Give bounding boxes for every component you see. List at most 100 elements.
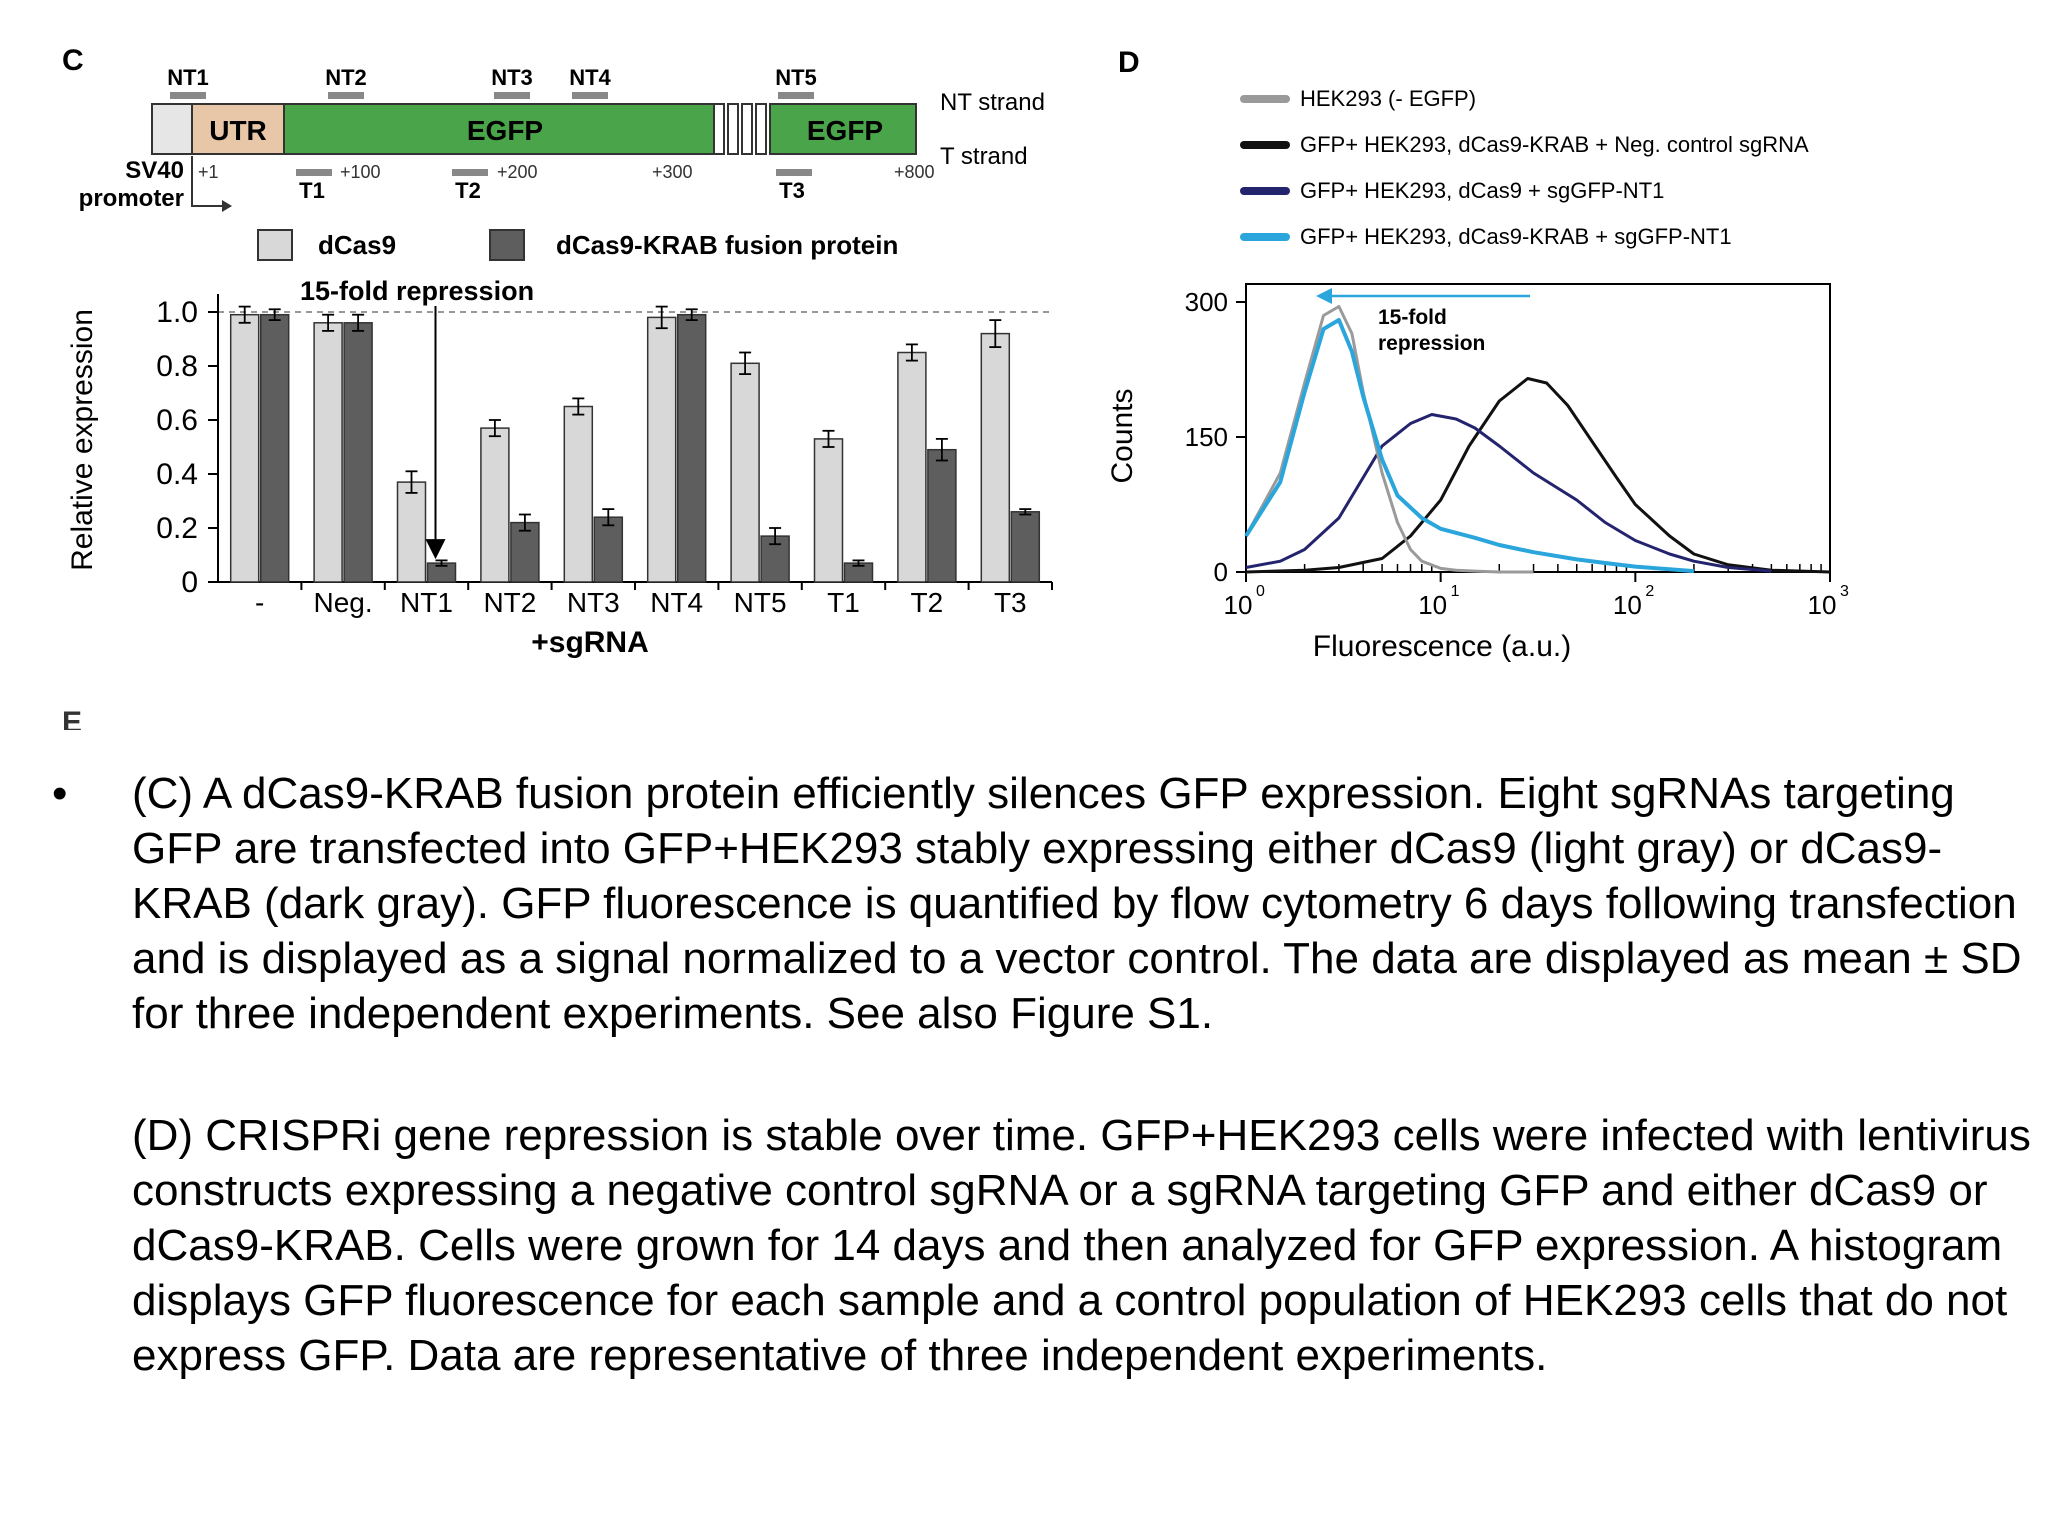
egfp-block-2 (769, 103, 917, 155)
bar-y-tick-label: 0.8 (156, 350, 198, 383)
nt2-mark (328, 92, 364, 99)
bar-y-tick-label: 0.2 (156, 512, 198, 545)
hist-x-tick-exponent: 2 (1645, 583, 1654, 600)
bar (730, 362, 760, 583)
histogram-legend: HEK293 (- EGFP) GFP+ HEK293, dCas9-KRAB +… (1240, 86, 1809, 249)
legend-entry: GFP+ HEK293, dCas9 + sgGFP-NT1 (1300, 178, 1664, 203)
sequence-break (713, 103, 767, 155)
t2-mark (452, 169, 488, 176)
nt3-label: NT3 (491, 65, 533, 90)
pos-label: +1 (198, 162, 219, 182)
figure-panels: C NT1 NT2 NT3 NT4 NT5 UTR EGFP EGFP NT (62, 44, 1849, 730)
histogram-series-line (1244, 318, 1695, 574)
bar-x-tick-label: Neg. (314, 587, 373, 618)
hist-x-tick-exponent: 3 (1840, 583, 1849, 600)
promoter-arrow-icon (191, 156, 222, 207)
nt1-label: NT1 (167, 65, 209, 90)
hist-x-tick-label: 10 (1224, 590, 1253, 620)
t1-mark (296, 169, 332, 176)
bar (1010, 511, 1041, 583)
egfp-label-1: EGFP (467, 115, 543, 146)
bar-x-tick-label: NT5 (734, 587, 787, 618)
utr-label: UTR (209, 115, 267, 146)
egfp-label-2: EGFP (807, 115, 883, 146)
histogram-series-line (1245, 377, 1831, 574)
hist-ylabel: Counts (1106, 388, 1139, 483)
bar (813, 438, 844, 583)
hist-y-tick-label: 150 (1185, 422, 1228, 452)
pos-label: +300 (652, 162, 693, 182)
legend-swatch-light (257, 229, 293, 261)
legend-entry: GFP+ HEK293, dCas9-KRAB + Neg. control s… (1300, 132, 1809, 157)
bar (980, 332, 1011, 583)
caption-paragraph-d: (D) CRISPRi gene repression is stable ov… (132, 1111, 2031, 1380)
sv40-label: SV40 (125, 157, 184, 184)
histogram-frame (1245, 283, 1831, 573)
nt5-mark (778, 92, 814, 99)
t1-label: T1 (299, 178, 325, 203)
hist-annotation-line1: 15-fold (1378, 306, 1447, 329)
bar (563, 405, 594, 583)
bar (343, 322, 373, 583)
promoter-label: promoter (79, 185, 184, 212)
nt3-mark (494, 92, 530, 99)
utr-block (191, 103, 285, 155)
bar (396, 481, 427, 583)
bar (259, 313, 290, 583)
promoter-block (151, 103, 193, 155)
bar-chart: Relative expression +sgRNA 15-fold repre… (66, 276, 1053, 659)
bar (927, 448, 957, 583)
caption-paragraph-c: (C) A dCas9-KRAB fusion protein efficien… (132, 769, 2022, 1038)
egfp-block-1 (283, 103, 715, 155)
histogram-series-line (1245, 413, 1772, 573)
bar (646, 316, 677, 583)
bar-xlabel: +sgRNA (531, 626, 649, 659)
legend-swatch-dark (489, 229, 525, 261)
hist-y-tick-label: 0 (1214, 557, 1228, 587)
nt4-label: NT4 (569, 65, 611, 90)
bar (676, 313, 707, 583)
bar-x-tick-label: NT3 (567, 587, 620, 618)
repression-arrowhead-icon (425, 539, 446, 560)
hist-x-tick-label: 10 (1808, 590, 1837, 620)
histogram-chart: Counts Fluorescence (a.u.) 15-fold repre… (1106, 283, 1849, 663)
bar (229, 313, 260, 583)
bar-x-tick-label: T1 (827, 587, 860, 618)
t-target-marks: T1 T2 T3 (296, 169, 812, 203)
legend-entry: HEK293 (- EGFP) (1300, 86, 1476, 111)
repression-annotation: 15-fold repression (300, 276, 534, 306)
legend-entry: GFP+ HEK293, dCas9-KRAB + sgGFP-NT1 (1300, 224, 1732, 249)
bar-y-tick-label: 0.4 (156, 458, 198, 491)
bar (593, 516, 624, 583)
t-strand-label: T strand (940, 143, 1028, 170)
hist-x-tick-label: 10 (1418, 590, 1447, 620)
hist-x-tick-exponent: 0 (1256, 583, 1265, 600)
panel-e-fragment: E (62, 706, 82, 730)
bar (313, 322, 343, 583)
bar-x-tick-label: - (255, 587, 264, 618)
t3-mark (776, 169, 812, 176)
bar (897, 351, 927, 583)
hist-xlabel: Fluorescence (a.u.) (1313, 630, 1571, 663)
hist-x-tick-label: 10 (1613, 590, 1642, 620)
pos-label: +800 (894, 162, 935, 182)
bar-x-tick-label: NT2 (483, 587, 536, 618)
bar-x-tick-label: NT1 (400, 587, 453, 618)
nt-strand-label: NT strand (940, 89, 1045, 116)
bar-x-tick-label: NT4 (650, 587, 703, 618)
nt-target-marks: NT1 NT2 NT3 NT4 NT5 (167, 65, 817, 99)
bar-ylabel: Relative expression (66, 309, 99, 571)
bar-y-tick-label: 0 (181, 566, 198, 599)
t3-label: T3 (779, 178, 805, 203)
bar-y-tick-label: 1.0 (156, 296, 198, 329)
bar-y-tick-label: 0.6 (156, 404, 198, 437)
legend-label-dark: dCas9-KRAB fusion protein (556, 230, 898, 260)
bar-x-tick-label: T3 (994, 587, 1027, 618)
hist-y-tick-label: 300 (1185, 287, 1228, 317)
pos-label: +100 (340, 162, 381, 182)
nt5-label: NT5 (775, 65, 817, 90)
bar-x-tick-label: T2 (911, 587, 944, 618)
panel-c-diagram: C NT1 NT2 NT3 NT4 NT5 UTR EGFP EGFP NT (62, 44, 1045, 212)
hist-annotation-arrowhead-icon (1316, 288, 1332, 304)
hist-x-tick-exponent: 1 (1451, 583, 1460, 600)
